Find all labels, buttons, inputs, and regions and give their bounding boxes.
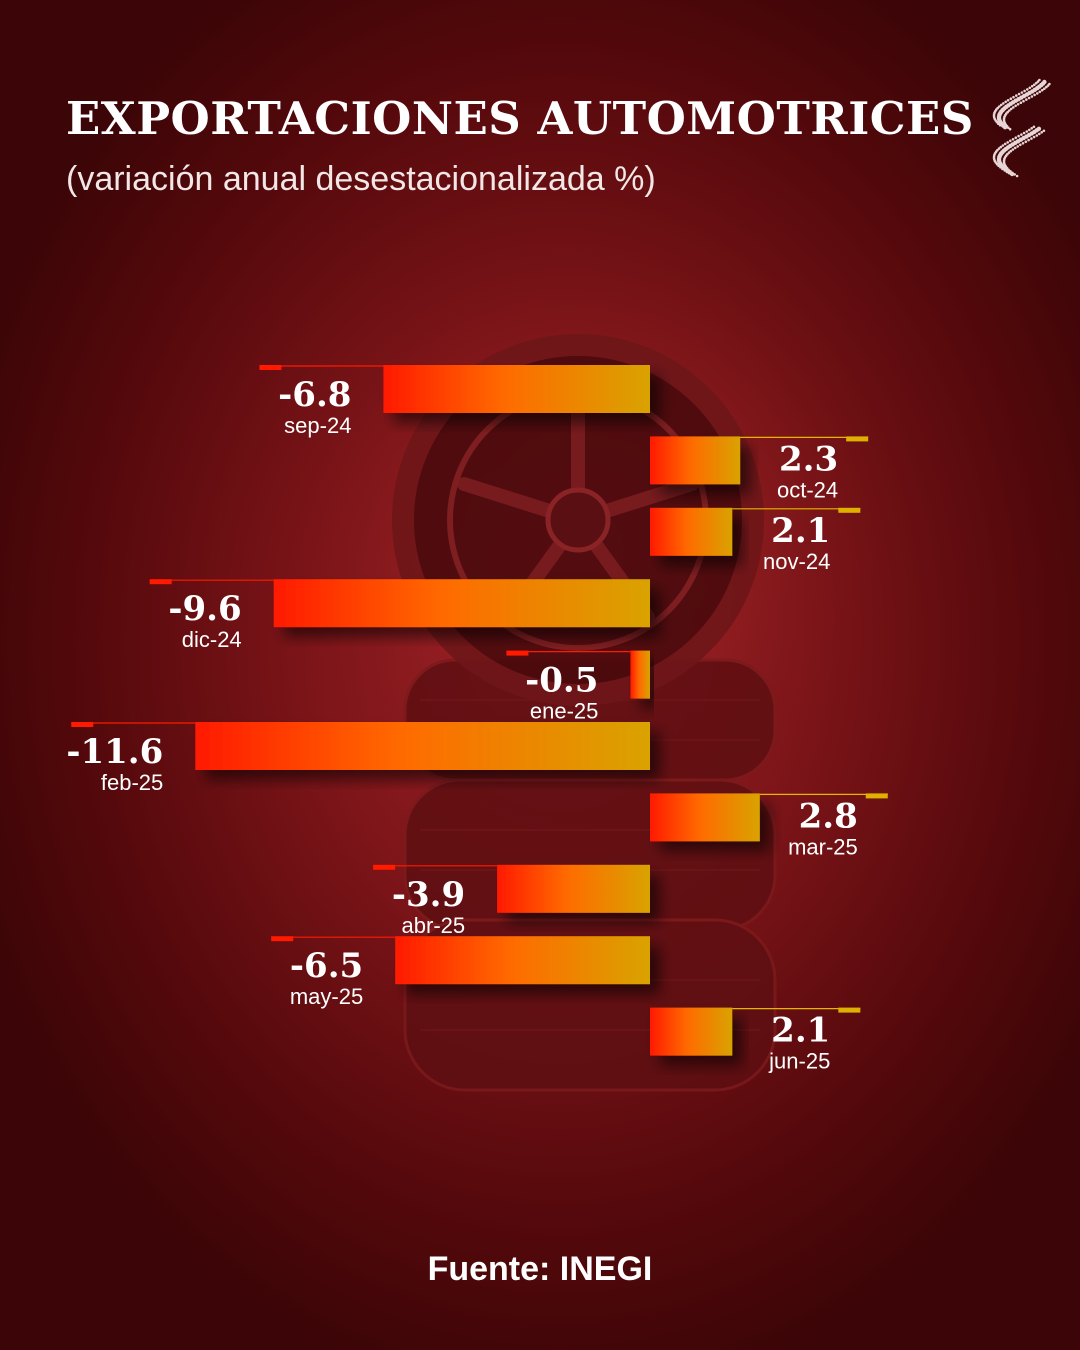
category-label-abr-25: abr-25 (402, 913, 466, 938)
chart-title: EXPORTACIONES AUTOMOTRICES (66, 92, 974, 145)
value-label-ene-25: -0.5 (525, 661, 598, 701)
accent-tick-mar-25 (865, 793, 888, 799)
accent-tick-nov-24 (838, 507, 861, 513)
value-label-oct-24: 2.3 (779, 439, 838, 479)
category-label-sep-24: sep-24 (284, 413, 351, 438)
value-label-feb-25: -11.6 (66, 732, 163, 772)
category-label-may-25: may-25 (290, 984, 363, 1009)
bar-mar-25 (650, 793, 760, 842)
chart-subtitle: (variación anual desestacionalizada %) (66, 160, 656, 198)
bar-feb-25 (195, 722, 651, 770)
category-label-dic-24: dic-24 (182, 627, 242, 652)
value-label-nov-24: 2.1 (771, 511, 830, 551)
value-label-may-25: -6.5 (290, 946, 363, 986)
accent-tick-feb-25 (71, 722, 94, 727)
category-label-nov-24: nov-24 (763, 549, 830, 574)
bar-oct-24 (650, 436, 741, 485)
bar-abr-25 (497, 864, 650, 913)
accent-tick-sep-24 (259, 365, 282, 370)
accent-tick-ene-25 (506, 650, 529, 656)
bar-jun-25 (650, 1007, 733, 1056)
brand-logo-icon (992, 78, 1051, 178)
accent-tick-abr-25 (373, 864, 396, 870)
accent-tick-may-25 (271, 936, 294, 942)
value-label-dic-24: -9.6 (168, 589, 241, 629)
category-label-feb-25: feb-25 (101, 770, 163, 795)
value-label-jun-25: 2.1 (771, 1011, 830, 1051)
bar-may-25 (395, 936, 650, 985)
bar-dic-24 (273, 579, 650, 628)
bar-sep-24 (383, 365, 650, 413)
value-label-sep-24: -6.8 (278, 375, 351, 415)
accent-tick-dic-24 (149, 579, 172, 585)
category-label-ene-25: ene-25 (530, 699, 599, 724)
bar-ene-25 (630, 650, 650, 699)
source-label: Fuente: INEGI (427, 1250, 653, 1288)
category-label-jun-25: jun-25 (768, 1049, 830, 1074)
category-label-oct-24: oct-24 (777, 477, 838, 502)
value-label-abr-25: -3.9 (392, 875, 465, 915)
accent-tick-jun-25 (838, 1007, 861, 1013)
value-label-mar-25: 2.8 (799, 796, 858, 836)
accent-tick-oct-24 (846, 436, 869, 442)
category-label-mar-25: mar-25 (788, 834, 858, 859)
bar-nov-24 (650, 507, 733, 556)
